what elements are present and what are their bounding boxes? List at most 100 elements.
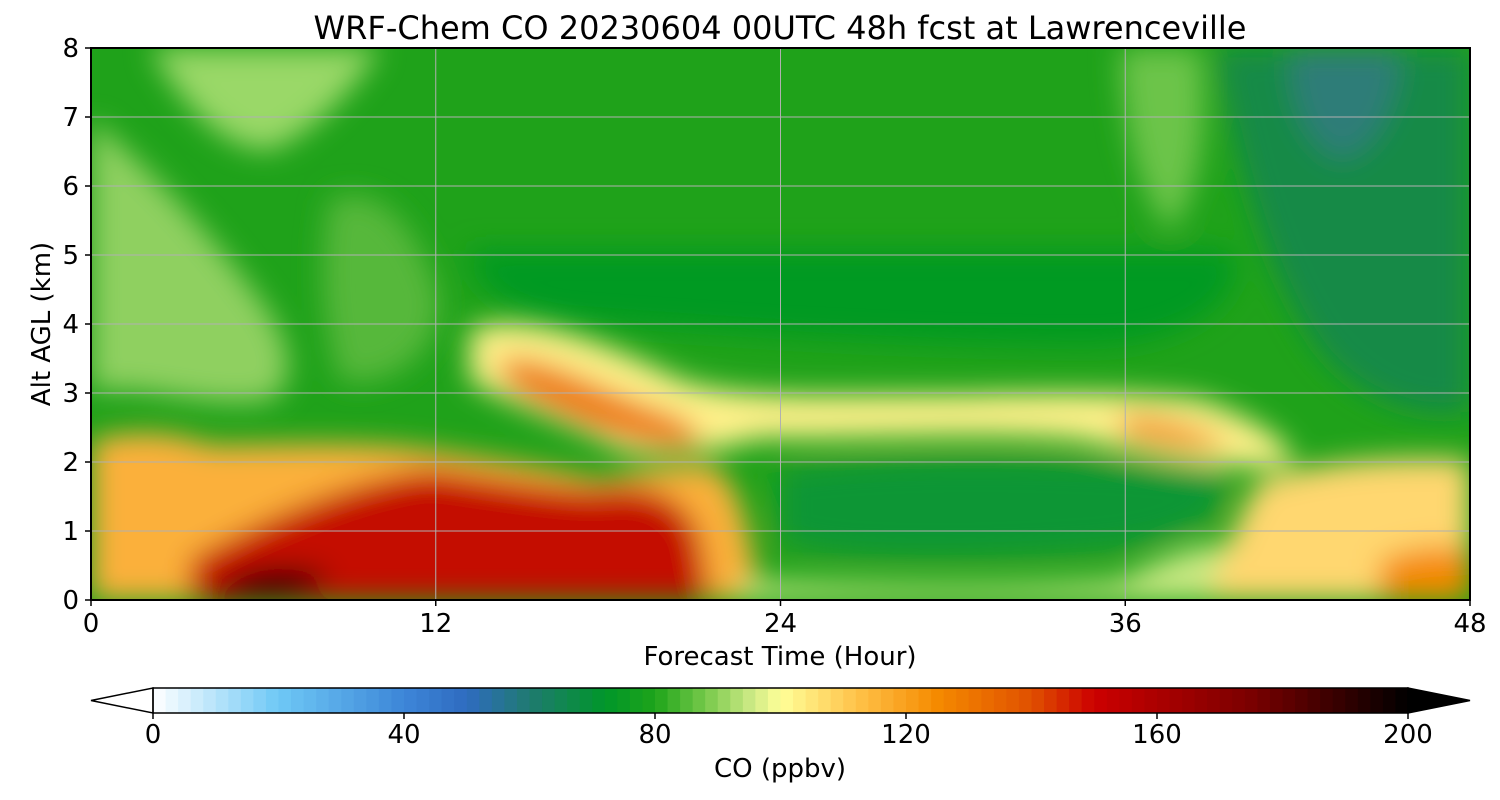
x-tick-label: 12 [419,609,452,639]
x-axis-label: Forecast Time (Hour) [643,642,916,672]
colorbar-segment [1006,688,1020,713]
colorbar-segment [717,688,731,713]
colorbar-segment [1370,688,1384,713]
colorbar-segment [567,688,581,713]
x-tick-label: 48 [1453,609,1486,639]
colorbar-segment [240,688,254,713]
y-tick-label: 7 [62,103,79,133]
colorbar-segment [1357,688,1371,713]
field-light-green-right [1120,48,1204,230]
colorbar-segment [1194,688,1208,713]
colorbar-tick-label: 120 [881,720,931,750]
field-dark-green-mid [470,250,1235,345]
field-blue-core [1290,48,1400,160]
colorbar-segment [153,688,167,713]
colorbar-segment [1081,688,1095,713]
colorbar-segment [303,688,317,713]
colorbar-segment [931,688,945,713]
colorbar-segment [178,688,192,713]
colorbar-segment [981,688,995,713]
x-axis: 0 12 24 36 48 [83,600,1487,639]
colorbar-segment [491,688,505,713]
colorbar-segment [868,688,882,713]
field-light-green-top [150,48,380,150]
colorbar-segment [730,688,744,713]
colorbar-segment [1219,688,1233,713]
colorbar-segment [416,688,430,713]
y-tick-label: 1 [62,517,79,547]
colorbar-segment [353,688,367,713]
colorbar-segment [554,688,568,713]
colorbar-segment [993,688,1007,713]
field-light-green-mid [323,195,440,382]
colorbar-segment [767,688,782,713]
y-axis: 0 1 2 3 4 5 6 7 8 [62,34,91,616]
colorbar-segment [968,688,982,713]
colorbar-segment [228,688,242,713]
colorbar-segment [1295,688,1309,713]
y-axis-label: Alt AGL (km) [27,242,57,406]
colorbar-segment [1282,688,1296,713]
colorbar-tick-label: 0 [145,720,162,750]
y-tick-label: 6 [62,172,79,202]
colorbar-segment [203,688,217,713]
colorbar-segment [1232,688,1246,713]
colorbar-segment [278,688,292,713]
colorbar-segment [542,688,556,713]
colorbar-segment [1244,688,1258,713]
colorbar-segment [1044,688,1058,713]
colorbar-segment [1144,688,1158,713]
colorbar-segment [1307,688,1321,713]
colorbar-segment [830,688,844,713]
colorbar-segment [1157,688,1171,713]
colorbar-segment [843,688,857,713]
colorbar-segment [1056,688,1070,713]
colorbar-segment [516,688,531,713]
colorbar-segment [378,688,393,713]
colorbar-tick-label: 200 [1383,720,1433,750]
colorbar-segment [1345,688,1359,713]
colorbar-segment [215,688,229,713]
colorbar-segment [579,688,593,713]
colorbar-segment [253,688,267,713]
y-tick-label: 4 [62,310,79,340]
colorbar-segment [906,688,920,713]
colorbar-segment [592,688,606,713]
field-dark-green-right [1215,48,1470,413]
colorbar-segment [604,688,618,713]
colorbar-segment [755,688,769,713]
y-tick-label: 0 [62,586,79,616]
colorbar-segment [1094,688,1108,713]
colorbar-segment [692,688,706,713]
colorbar-segment [805,688,819,713]
colorbar-segment [391,688,405,713]
field-lower-green [780,458,1225,557]
colorbar: 0 40 80 120 160 200 [90,687,1471,750]
colorbar-segment [1106,688,1120,713]
y-tick-label: 2 [62,448,79,478]
field-plume-orange-right [1120,414,1230,450]
field-boundary-red [190,470,710,600]
colorbar-segment [291,688,305,713]
colorbar-segment [880,688,895,713]
colorbar-tick-label: 80 [638,720,671,750]
colorbar-segment [1131,688,1146,713]
colorbar-extend-low [90,687,154,714]
colorbar-segment [943,688,957,713]
colorbar-segment [1207,688,1221,713]
colorbar-segment [366,688,380,713]
field-light-green-left [91,120,289,403]
colorbar-segment [617,688,631,713]
colorbar-segment [956,688,970,713]
y-tick-label: 3 [62,379,79,409]
colorbar-segment [1382,688,1397,713]
colorbar-segment [780,688,794,713]
field-boundary-black [220,568,330,595]
colorbar-segment [454,688,468,713]
colorbar-segment [479,688,493,713]
colorbar-segment [705,688,719,713]
colorbar-segment [629,688,644,713]
colorbar-label: CO (ppbv) [714,754,846,784]
colorbar-segment [1119,688,1133,713]
